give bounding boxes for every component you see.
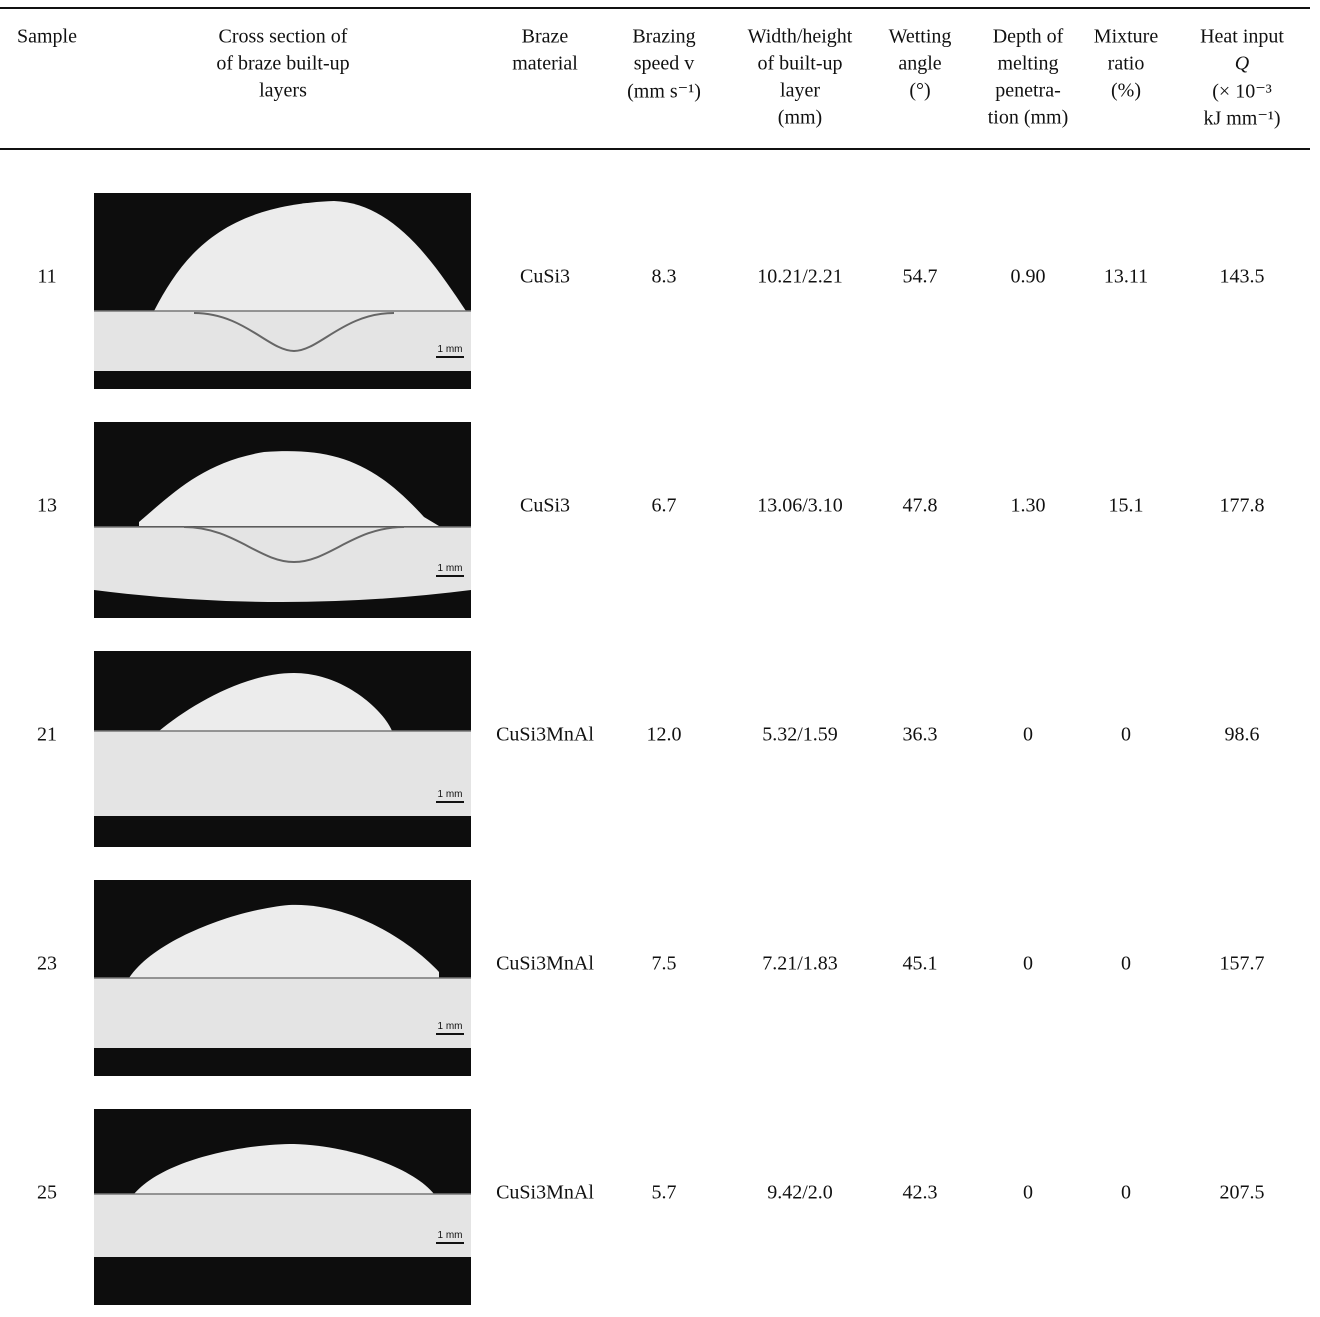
cell: 6.7 [652,495,677,518]
cell: 98.6 [1225,724,1260,747]
header-text: Brazing [632,26,695,49]
cell: 0 [1023,1182,1033,1205]
cell: CuSi3 [520,495,570,518]
scale-label: 1 mm [438,789,463,800]
header-text: material [512,53,578,76]
header-text: tion (mm) [988,107,1069,130]
header-text: (mm s⁻¹) [627,79,701,104]
micrograph: 1 mm [94,1109,471,1305]
cell: CuSi3MnAl [496,724,594,747]
header-text: (mm) [778,107,822,130]
cell: 0 [1023,724,1033,747]
cell: 13.11 [1104,266,1148,289]
header-text: angle [898,53,941,76]
header-text: (× 10⁻³ [1212,79,1272,104]
cell: 47.8 [903,495,938,518]
cell: 45.1 [903,953,938,976]
cell: 42.3 [903,1182,938,1205]
cell: 15.1 [1109,495,1144,518]
header-text: Q [1235,53,1249,76]
micrograph: 1 mm [94,422,471,618]
header-text: Depth of [993,26,1064,49]
micrograph: 1 mm [94,651,471,847]
cell: 177.8 [1220,495,1265,518]
cell: 143.5 [1220,266,1265,289]
cell: 10.21/2.21 [757,266,843,289]
cell: 157.7 [1220,953,1265,976]
cell: 7.21/1.83 [762,953,838,976]
cell: CuSi3MnAl [496,953,594,976]
sample-id: 25 [37,1182,57,1205]
cell: 7.5 [652,953,677,976]
sample-id: 23 [37,953,57,976]
cell: 0 [1121,953,1131,976]
cell: 36.3 [903,724,938,747]
cell: 12.0 [647,724,682,747]
header-rule [0,148,1310,150]
sample-id: 21 [37,724,57,747]
cell: 0 [1121,1182,1131,1205]
cell: 1.30 [1011,495,1046,518]
cell: 8.3 [652,266,677,289]
sample-id: 11 [37,266,56,289]
cell: 0 [1121,724,1131,747]
header-text: kJ mm⁻¹) [1203,106,1280,131]
sample-id: 13 [37,495,57,518]
cell: CuSi3 [520,266,570,289]
header-text: of braze built-up [216,53,349,76]
table-page: Sample Cross section of of braze built-up l… [0,0,1320,1317]
header-text: Cross section of [219,26,348,49]
top-rule [0,7,1310,9]
scale-label: 1 mm [438,563,463,574]
header-text: Mixture [1094,26,1158,49]
scale-label: 1 mm [438,344,463,355]
cell: 9.42/2.0 [767,1182,833,1205]
micrograph: 1 mm [94,193,471,389]
header-text: melting [997,53,1058,76]
header-text: Braze [522,26,569,49]
header-text: speed v [634,53,695,76]
header-text: Width/height [748,26,853,49]
cell: 207.5 [1220,1182,1265,1205]
cell: 5.32/1.59 [762,724,838,747]
scale-label: 1 mm [438,1021,463,1032]
header-text: (°) [909,80,930,103]
header-text: Wetting [889,26,952,49]
header-text: Sample [17,26,77,49]
cell: 0 [1023,953,1033,976]
header-text: layers [259,80,307,103]
header-text: layer [780,80,820,103]
header-text: penetra- [995,80,1061,103]
micrograph: 1 mm [94,880,471,1076]
cell: 13.06/3.10 [757,495,843,518]
header-text: Heat input [1200,26,1284,49]
cell: 0.90 [1011,266,1046,289]
scale-label: 1 mm [438,1230,463,1241]
cell: 54.7 [903,266,938,289]
cell: CuSi3MnAl [496,1182,594,1205]
header-text: ratio [1108,53,1145,76]
header-text: (%) [1111,80,1141,103]
header-text: of built-up [758,53,843,76]
cell: 5.7 [652,1182,677,1205]
